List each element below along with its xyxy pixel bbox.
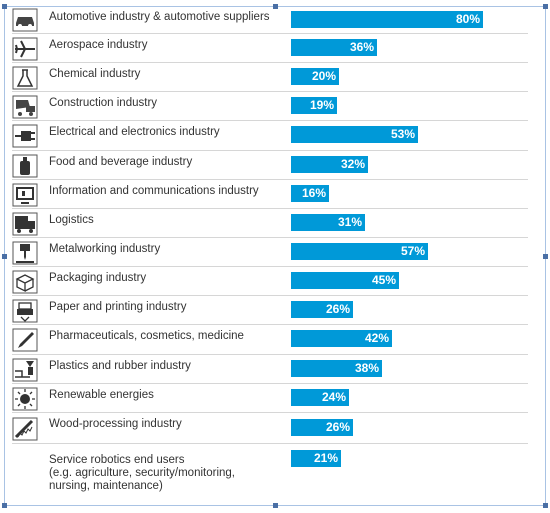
value-label: 57%: [400, 244, 425, 258]
data-bar: 31%: [291, 214, 365, 231]
data-bar: 45%: [291, 272, 399, 289]
airplane-icon: [12, 37, 38, 61]
resize-handle[interactable]: [2, 4, 7, 9]
bar-row: Plastics and rubber industry 38%: [12, 355, 528, 384]
resize-handle[interactable]: [543, 254, 548, 259]
bar-row: Service robotics end users (e.g. agricul…: [12, 444, 528, 502]
resize-handle[interactable]: [2, 254, 7, 259]
bar-row: Aerospace industry 36%: [12, 34, 528, 63]
category-label: Wood-processing industry: [49, 418, 182, 430]
monitor-icon: [12, 183, 38, 207]
category-label: Chemical industry: [49, 68, 141, 80]
value-label: 42%: [364, 331, 389, 345]
data-bar: 36%: [291, 39, 377, 56]
bar-row: Pharmaceuticals, cosmetics, medicine 42%: [12, 325, 528, 355]
bar-row: Paper and printing industry 26%: [12, 296, 528, 325]
value-label: 26%: [325, 302, 350, 316]
box-icon: [12, 270, 38, 294]
category-label: Paper and printing industry: [49, 301, 187, 313]
category-label: Service robotics end users (e.g. agricul…: [49, 454, 235, 492]
data-bar: 38%: [291, 360, 382, 377]
value-label: 38%: [354, 361, 379, 375]
data-bar: 80%: [291, 11, 483, 28]
flask-icon: [12, 66, 38, 90]
data-bar: 19%: [291, 97, 337, 114]
category-label: Electrical and electronics industry: [49, 126, 220, 138]
extruder-icon: [12, 358, 38, 382]
chart-frame: [2, 4, 548, 508]
value-label: 31%: [337, 215, 362, 229]
bar-row: Automotive industry & automotive supplie…: [12, 6, 528, 34]
category-label: Aerospace industry: [49, 39, 148, 51]
bar-row: Food and beverage industry 32%: [12, 151, 528, 180]
bar-row: Electrical and electronics industry 53%: [12, 121, 528, 151]
plug-icon: [12, 124, 38, 148]
category-label: Construction industry: [49, 97, 158, 109]
bar-row: Packaging industry 45%: [12, 267, 528, 296]
data-bar: 32%: [291, 156, 368, 173]
data-bar: 20%: [291, 68, 339, 85]
category-label: Pharmaceuticals, cosmetics, medicine: [49, 330, 244, 342]
resize-handle[interactable]: [543, 503, 548, 508]
value-label: 16%: [301, 186, 326, 200]
data-bar: 24%: [291, 389, 349, 406]
category-label: Metalworking industry: [49, 243, 161, 255]
data-bar: 26%: [291, 419, 353, 436]
bar-row: Logistics 31%: [12, 209, 528, 238]
bottle-icon: [12, 154, 38, 178]
category-label: Plastics and rubber industry: [49, 360, 191, 372]
saw-icon: [12, 417, 38, 441]
value-label: 45%: [371, 273, 396, 287]
bar-row: Construction industry 19%: [12, 92, 528, 121]
value-label: 26%: [325, 420, 350, 434]
category-label: Logistics: [49, 214, 94, 226]
data-bar: 53%: [291, 126, 418, 143]
car-icon: [12, 8, 38, 32]
category-label: Automotive industry & automotive supplie…: [49, 11, 270, 23]
value-label: 19%: [309, 98, 334, 112]
truck-icon: [12, 212, 38, 236]
resize-handle[interactable]: [543, 4, 548, 9]
value-label: 80%: [455, 12, 480, 26]
category-label: Food and beverage industry: [49, 156, 193, 168]
value-label: 32%: [340, 157, 365, 171]
sun-icon: [12, 387, 38, 411]
printer-icon: [12, 299, 38, 323]
data-bar: 57%: [291, 243, 428, 260]
value-label: 36%: [349, 40, 374, 54]
category-label: Renewable energies: [49, 389, 154, 401]
data-bar: 26%: [291, 301, 353, 318]
bar-row: Chemical industry 20%: [12, 63, 528, 92]
value-label: 53%: [390, 127, 415, 141]
category-label: Information and communications industry: [49, 185, 259, 197]
mixer-truck-icon: [12, 95, 38, 119]
resize-handle[interactable]: [273, 4, 278, 9]
category-label: Packaging industry: [49, 272, 147, 284]
value-label: 24%: [321, 390, 346, 404]
resize-handle[interactable]: [273, 503, 278, 508]
data-bar: 21%: [291, 450, 341, 467]
bar-row: Renewable energies 24%: [12, 384, 528, 413]
value-label: 20%: [311, 69, 336, 83]
drill-icon: [12, 241, 38, 265]
data-bar: 16%: [291, 185, 329, 202]
bar-row: Information and communications industry 1…: [12, 180, 528, 209]
syringe-icon: [12, 328, 38, 352]
bar-row: Metalworking industry 57%: [12, 238, 528, 267]
resize-handle[interactable]: [2, 503, 7, 508]
bar-row: Wood-processing industry 26%: [12, 413, 528, 444]
value-label: 21%: [313, 451, 338, 465]
data-bar: 42%: [291, 330, 392, 347]
